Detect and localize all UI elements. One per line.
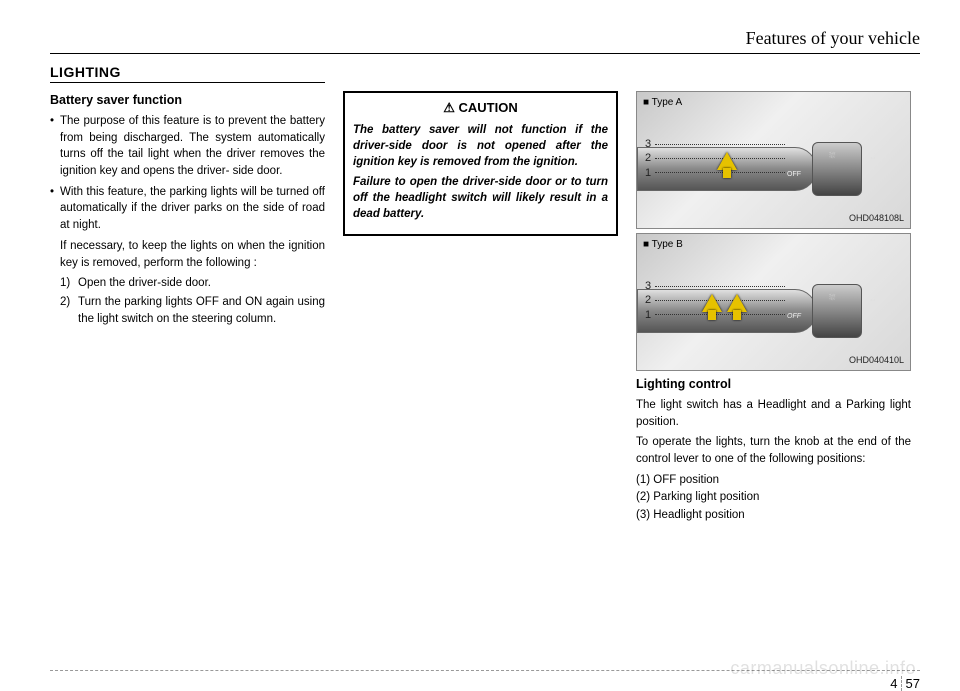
body-paragraph: To operate the lights, turn the knob at … <box>636 434 911 467</box>
arrow-stem-icon <box>733 310 741 320</box>
guide-line-icon <box>655 172 785 173</box>
fog-light-icon: ⛆ <box>829 292 835 304</box>
bullet-item: • With this feature, the parking lights … <box>50 184 325 234</box>
figure-code: OHD048108L <box>849 212 904 225</box>
fog-light-icon: ⛆ <box>829 150 835 162</box>
stalk-tip-icon <box>812 284 862 338</box>
off-label: OFF <box>787 170 801 180</box>
caution-box: ⚠ CAUTION The battery saver will not fun… <box>343 91 618 236</box>
caution-body: The battery saver will not function if t… <box>353 122 608 223</box>
list-item: (1) OFF position <box>636 472 911 489</box>
figure-type-label: ■ Type A <box>643 96 682 111</box>
figure-type-a: ■ Type A 3 2 1 OFF ⛆ ⇔ OHD048108L <box>636 91 911 229</box>
watermark: carmanualsonline.info <box>730 658 916 679</box>
column-1: Battery saver function • The purpose of … <box>50 91 325 525</box>
bullet-item: • The purpose of this feature is to prev… <box>50 113 325 180</box>
subhead-lighting-control: Lighting control <box>636 375 911 393</box>
pos-1: 1 <box>645 308 651 322</box>
pos-1: 1 <box>645 166 651 180</box>
indented-text: If necessary, to keep the lights on when… <box>60 238 325 271</box>
pos-3: 3 <box>645 137 651 151</box>
caution-heading: ⚠ CAUTION <box>353 99 608 118</box>
subhead-battery-saver: Battery saver function <box>50 91 325 109</box>
bullet-dot-icon: • <box>50 184 60 234</box>
pos-2: 2 <box>645 151 651 165</box>
column-3: ■ Type A 3 2 1 OFF ⛆ ⇔ OHD048108L <box>636 91 911 525</box>
body-paragraph: The light switch has a Headlight and a P… <box>636 397 911 430</box>
list-item: (2) Parking light position <box>636 489 911 506</box>
caution-paragraph: Failure to open the driver-side door or … <box>353 174 608 222</box>
bullet-dot-icon: • <box>50 113 60 180</box>
numbered-item: 1) Open the driver-side door. <box>60 275 325 292</box>
divider-section <box>50 82 325 83</box>
pos-3: 3 <box>645 279 651 293</box>
caution-paragraph: The battery saver will not function if t… <box>353 122 608 170</box>
stalk-tip-icon <box>812 142 862 196</box>
numbered-item: 2) Turn the parking lights OFF and ON ag… <box>60 294 325 327</box>
number-label: 1) <box>60 275 78 292</box>
bullet-text: With this feature, the parking lights wi… <box>60 184 325 234</box>
figure-type-b: ■ Type B 3 2 1 OFF ⛆ ⇔ OHD040410L <box>636 233 911 371</box>
divider-top <box>50 53 920 54</box>
figure-code: OHD040410L <box>849 354 904 367</box>
number-label: 2) <box>60 294 78 327</box>
arrow-stem-icon <box>708 310 716 320</box>
pos-2: 2 <box>645 293 651 307</box>
off-label: OFF <box>787 312 801 322</box>
turn-signal-icon: ⇔ <box>869 152 877 164</box>
chapter-title: Features of your vehicle <box>50 28 920 49</box>
figure-type-label: ■ Type B <box>643 238 683 253</box>
arrow-stem-icon <box>723 168 731 178</box>
position-labels: 3 2 1 <box>645 137 651 180</box>
bullet-text: The purpose of this feature is to preven… <box>60 113 325 180</box>
column-2: ⚠ CAUTION The battery saver will not fun… <box>343 91 618 525</box>
number-text: Turn the parking lights OFF and ON again… <box>78 294 325 327</box>
list-item: (3) Headlight position <box>636 507 911 524</box>
number-text: Open the driver-side door. <box>78 275 325 292</box>
guide-line-icon <box>655 314 785 315</box>
guide-line-icon <box>655 144 785 145</box>
section-title: LIGHTING <box>50 64 920 80</box>
turn-signal-icon: ⇔ <box>869 294 877 306</box>
position-labels: 3 2 1 <box>645 279 651 322</box>
guide-line-icon <box>655 286 785 287</box>
